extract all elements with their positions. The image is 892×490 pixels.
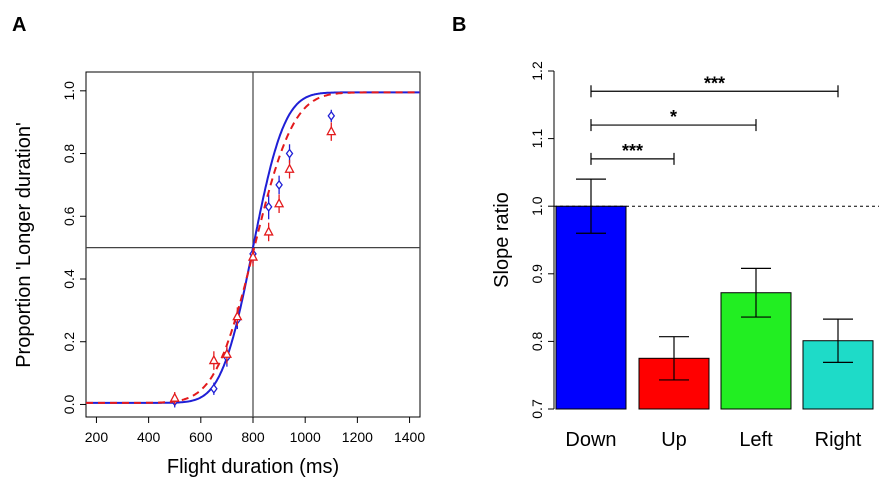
panel-a-red-data-point [263, 222, 274, 242]
panel-a-red-data-point [232, 307, 243, 326]
category-label-right: Right [815, 429, 862, 451]
panel-a-red-data-point [247, 247, 259, 267]
panel-a-red-data-point [274, 194, 285, 213]
panel-b-y-tick-label: 0.7 [529, 399, 545, 419]
panel-a-plot-area [86, 72, 420, 417]
panel-a-red-data-point [221, 345, 232, 364]
panel-b-y-axis: 0.7 0.8 0.9 1.0 1.1 1.2 [529, 61, 555, 419]
panel-a-blue-data-point [327, 109, 336, 123]
panel-a-y-tick-label: 1.0 [61, 81, 77, 101]
panel-a-red-data-point [326, 122, 337, 141]
error-bar-down [576, 178, 606, 234]
bar-down [555, 205, 627, 410]
diamond-marker [285, 148, 294, 159]
panel-b-x-axis: Down Up Left Right [565, 429, 861, 451]
triangle-marker [247, 251, 259, 261]
panel-a-x-tick-label: 800 [241, 429, 265, 445]
panel-a-red-data-point [284, 159, 295, 179]
triangle-marker [263, 226, 274, 236]
panel-a-x-tick-label: 400 [137, 429, 161, 445]
diamond-marker [264, 201, 273, 212]
panel-a-x-tick-label: 1400 [394, 429, 425, 445]
significance-bracket-down-right: *** [590, 73, 839, 98]
category-label-left: Left [739, 429, 773, 451]
panel-b-y-tick-label: 1.1 [529, 129, 545, 149]
panel-a-blue-data-point [210, 382, 218, 395]
panel-b-y-axis-title: Slope ratio [491, 192, 513, 288]
triangle-marker [274, 197, 285, 208]
panel-a-y-axis: 0.0 0.2 0.4 0.6 0.8 1.0 [61, 81, 86, 414]
panel-a-y-tick-label: 0.6 [61, 206, 77, 226]
panel-b-y-tick-label: 0.9 [529, 264, 545, 284]
triangle-marker [208, 354, 219, 365]
triangle-marker [221, 348, 232, 358]
panel-a-x-axis-title: Flight duration (ms) [167, 456, 339, 478]
panel-a-y-tick-label: 0.2 [61, 332, 77, 352]
significance-bracket-down-up: *** [590, 141, 675, 165]
category-label-down: Down [565, 429, 616, 451]
triangle-marker [284, 163, 295, 173]
panel-a-red-data-point [208, 351, 219, 370]
diamond-marker [327, 110, 336, 121]
significance-label: *** [704, 73, 725, 93]
diamond-marker [210, 383, 218, 394]
panel-a-label: A [12, 14, 26, 36]
triangle-marker [169, 392, 180, 402]
panel-b-y-tick-label: 0.8 [529, 331, 545, 351]
category-label-up: Up [661, 429, 687, 451]
panel-a-y-tick-label: 0.8 [61, 144, 77, 164]
significance-bracket-down-left: * [590, 107, 757, 132]
significance-label: * [670, 107, 677, 127]
panel-a-x-tick-label: 1200 [342, 429, 373, 445]
panel-a-red-data-point [169, 392, 180, 405]
error-bar-right [823, 318, 853, 363]
triangle-marker [326, 125, 337, 136]
panel-a-y-tick-label: 0.0 [61, 395, 77, 415]
panel-a-y-tick-label: 0.4 [61, 269, 77, 289]
panel-a-blue-data-point [275, 175, 283, 195]
panel-a-x-axis: 200 400 600 800 1000 1200 1400 [85, 417, 425, 445]
panel-b-y-tick-label: 1.2 [529, 61, 545, 81]
panel-b-y-tick-label: 1.0 [529, 196, 545, 216]
error-bar-up [659, 336, 689, 381]
panel-a-y-axis-title: Proportion 'Longer duration' [13, 122, 35, 368]
panel-a-x-tick-label: 1000 [290, 429, 321, 445]
error-bar-left [741, 267, 771, 318]
panel-a-blue-data-point [264, 194, 273, 220]
triangle-marker [232, 310, 243, 321]
panel-a-blue-data-point [285, 144, 294, 163]
panel-b-plot-area: ******* [554, 73, 879, 410]
panel-a-x-tick-label: 600 [189, 429, 213, 445]
panel-a-x-tick-label: 200 [85, 429, 109, 445]
diamond-marker [275, 179, 283, 190]
panel-b-label: B [452, 14, 466, 36]
significance-label: *** [622, 141, 643, 161]
